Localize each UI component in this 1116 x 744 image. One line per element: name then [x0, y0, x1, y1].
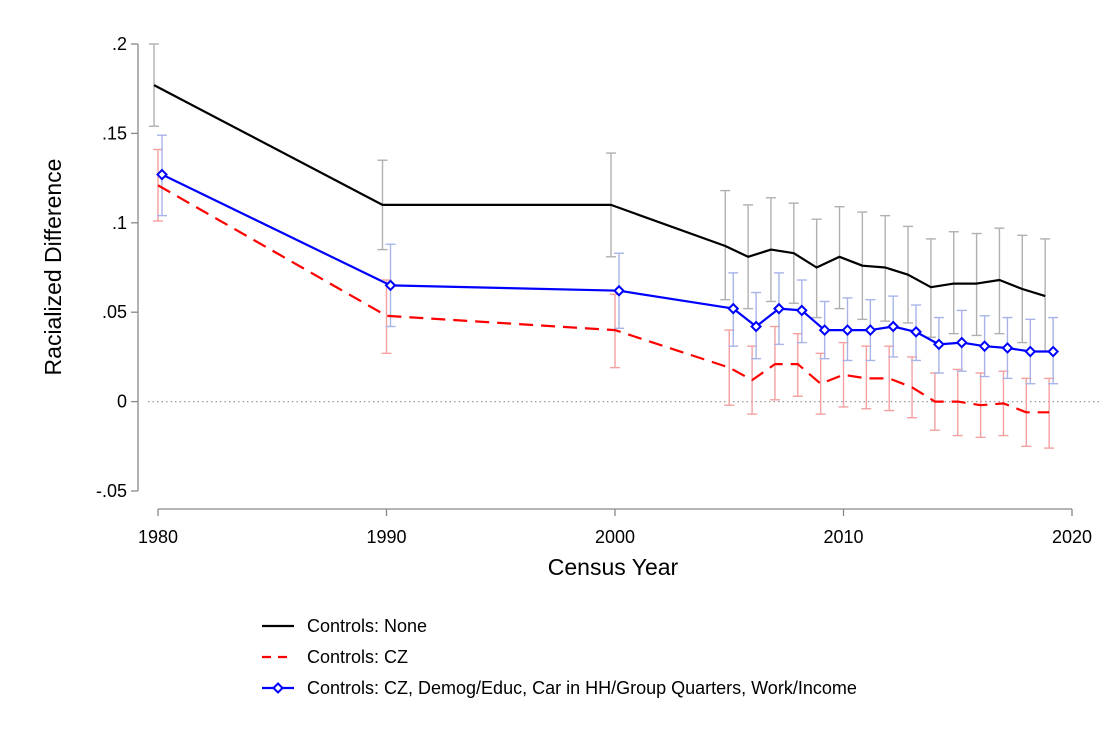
- y-tick-label: .05: [102, 302, 127, 322]
- series-3-marker: [384, 279, 397, 292]
- series-3-marker: [841, 324, 854, 336]
- series-3-marker: [773, 302, 785, 315]
- x-tick-label: 2020: [1052, 527, 1092, 547]
- series-3-marker: [978, 340, 991, 353]
- legend: Controls: None Controls: CZ Controls: CZ, …: [262, 616, 857, 698]
- series-1-line: [153, 84, 1046, 298]
- series-3-marker: [887, 320, 900, 333]
- y-tick-label: .2: [112, 34, 127, 54]
- series-3-marker: [864, 324, 877, 336]
- series-3-marker: [795, 304, 808, 317]
- series-3-marker: [1024, 345, 1037, 358]
- legend-item-3-label: Controls: CZ, Demog/Educ, Car in HH/Grou…: [307, 678, 857, 698]
- series-3-marker: [818, 324, 831, 336]
- legend-item-1-label: Controls: None: [307, 616, 427, 636]
- series-3-marker: [955, 336, 968, 349]
- series-2-line: [157, 184, 1050, 414]
- series-3-marker: [613, 284, 625, 297]
- series-3-marker: [932, 338, 945, 351]
- series-3-marker: [910, 325, 922, 338]
- x-tick-label: 2010: [823, 527, 863, 547]
- series-3-marker: [1001, 342, 1014, 354]
- y-axis-title: Racialized Difference: [40, 159, 66, 376]
- legend-item-3-marker: [272, 682, 284, 694]
- series-3-marker: [727, 302, 740, 315]
- x-tick-label: 1990: [366, 527, 406, 547]
- y-tick-label: .1: [112, 213, 127, 233]
- x-tick-label: 1980: [138, 527, 178, 547]
- y-tick-label: 0: [117, 392, 127, 412]
- x-axis-title: Census Year: [548, 554, 679, 580]
- x-tick-label: 2000: [595, 527, 635, 547]
- series-3-marker: [156, 168, 168, 181]
- y-tick-label: -.05: [96, 481, 127, 501]
- legend-item-2-label: Controls: CZ: [307, 647, 408, 667]
- series-3-marker: [1047, 345, 1060, 358]
- series-3-marker: [750, 320, 763, 333]
- y-tick-label: .15: [102, 123, 127, 143]
